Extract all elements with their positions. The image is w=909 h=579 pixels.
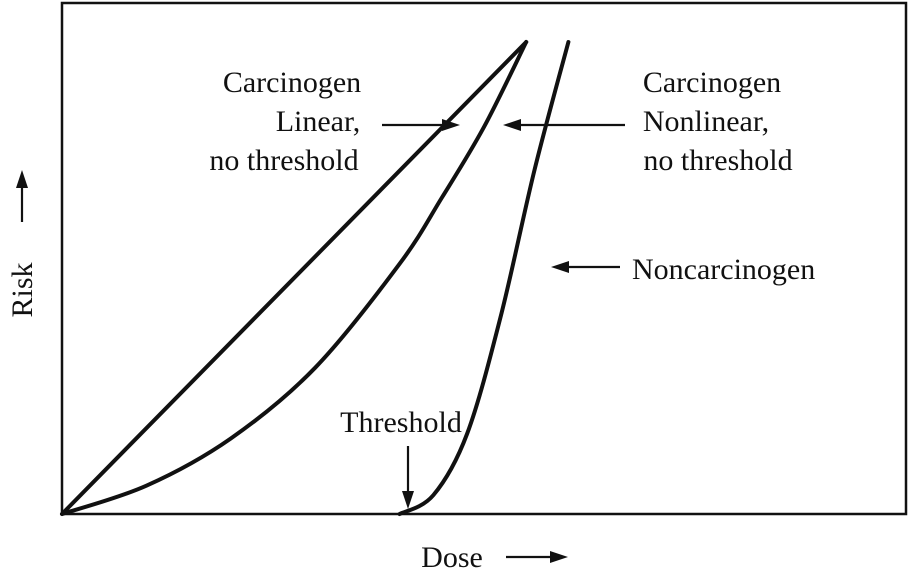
series-line-carcinogen-linear (60, 40, 529, 516)
y-axis-label: Risk (6, 262, 39, 317)
y-axis-arrow (16, 170, 28, 222)
annotation-nonlinear-line3: no threshold (643, 144, 792, 177)
arrow-nonlinear (503, 119, 625, 131)
annotation-threshold: Threshold (340, 406, 462, 439)
annotation-noncarcinogen: Noncarcinogen (632, 253, 815, 286)
arrow-threshold (402, 446, 414, 509)
plot-frame (60, 1, 908, 516)
series-line-noncarcinogen (397, 40, 571, 516)
annotation-linear-line1: Carcinogen (223, 66, 361, 99)
annotation-linear-line2: Linear, (276, 105, 361, 138)
series-line-carcinogen-nonlinear (60, 40, 529, 516)
arrow-noncarcinogen (551, 261, 620, 273)
x-axis-arrow (506, 551, 568, 563)
arrow-linear (382, 119, 460, 131)
annotation-nonlinear-line1: Carcinogen (643, 66, 781, 99)
annotation-nonlinear-line2: Nonlinear, (643, 105, 769, 138)
annotation-linear-line3: no threshold (209, 144, 358, 177)
x-axis-label: Dose (421, 541, 483, 574)
